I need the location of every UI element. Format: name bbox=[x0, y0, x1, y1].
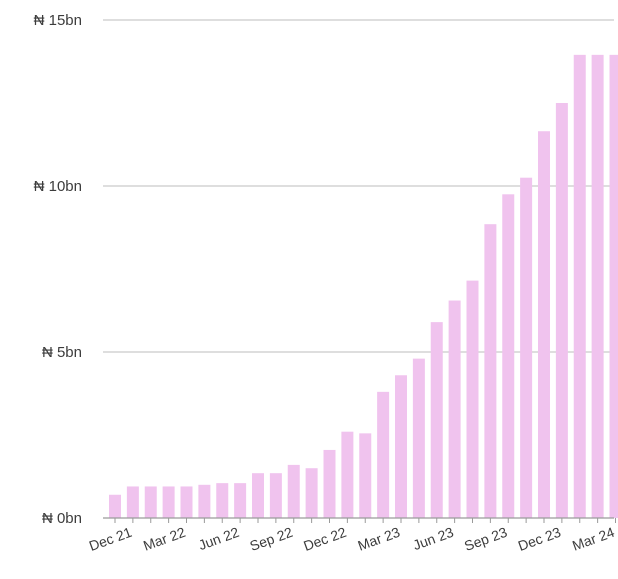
bar bbox=[341, 431, 354, 518]
y-tick-labels: ₦ 0bn ₦ 5bn ₦ 10bn ₦ 15bn bbox=[34, 12, 82, 527]
x-tick-label: Mar 24 bbox=[570, 524, 617, 554]
bar bbox=[377, 391, 390, 518]
bar bbox=[502, 194, 515, 519]
y-tick-label: ₦ 10bn bbox=[34, 178, 82, 195]
bar bbox=[609, 54, 618, 519]
bar bbox=[109, 494, 121, 518]
x-tick-label: Sep 23 bbox=[462, 524, 509, 554]
bar bbox=[520, 177, 533, 518]
x-tick-label: Jun 22 bbox=[196, 524, 241, 553]
y-tick-label: ₦ 5bn bbox=[42, 344, 82, 361]
x-tick-labels: Dec 21 Mar 22 Jun 22 Sep 22 Dec 22 Mar 23 Jun … bbox=[87, 524, 617, 554]
bar bbox=[216, 483, 229, 518]
y-tick-label: ₦ 15bn bbox=[34, 12, 82, 29]
bar bbox=[466, 280, 479, 518]
grid-lines bbox=[103, 19, 614, 353]
x-tick-label: Dec 21 bbox=[87, 524, 134, 554]
bar bbox=[269, 473, 282, 518]
bar bbox=[180, 486, 193, 518]
bar bbox=[144, 486, 157, 518]
bar bbox=[323, 449, 336, 518]
bar bbox=[305, 468, 318, 518]
x-tick-label: Mar 23 bbox=[356, 524, 403, 554]
bar bbox=[412, 358, 425, 518]
bar bbox=[591, 54, 604, 519]
bar bbox=[448, 300, 461, 518]
x-tick-label: Sep 22 bbox=[248, 524, 295, 554]
bar bbox=[359, 433, 372, 518]
bars bbox=[109, 54, 618, 519]
x-axis bbox=[103, 517, 616, 523]
bar bbox=[395, 375, 407, 518]
bar bbox=[126, 486, 139, 518]
bar bbox=[234, 483, 247, 518]
bar bbox=[198, 484, 211, 518]
x-tick-label: Dec 23 bbox=[516, 524, 563, 554]
x-tick-label: Mar 22 bbox=[141, 524, 188, 554]
bar bbox=[573, 54, 586, 519]
x-tick-label: Jun 23 bbox=[411, 524, 456, 553]
bar bbox=[538, 131, 550, 518]
bar bbox=[252, 473, 264, 518]
y-tick-label: ₦ 0bn bbox=[42, 510, 82, 527]
bar bbox=[430, 322, 443, 518]
bar bbox=[162, 486, 175, 518]
bar bbox=[287, 464, 300, 518]
bar bbox=[555, 103, 568, 518]
x-tick-label: Dec 22 bbox=[301, 524, 348, 554]
bar bbox=[484, 224, 497, 518]
